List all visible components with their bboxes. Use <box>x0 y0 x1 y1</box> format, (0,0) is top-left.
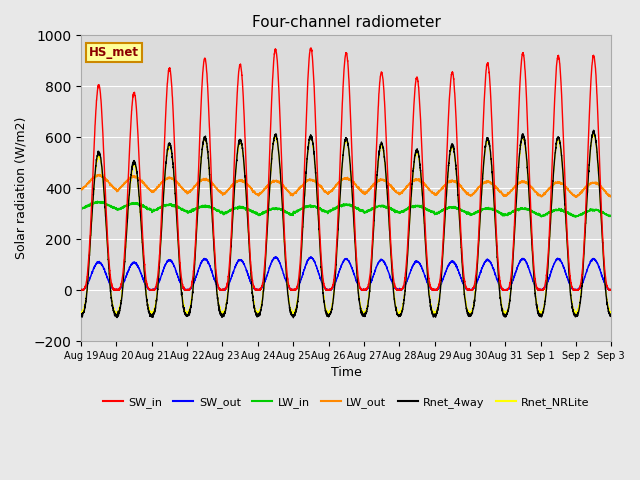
SW_out <box>607 287 615 293</box>
SW_out <box>607 287 614 293</box>
LW_out <box>77 187 85 192</box>
Rnet_NRLite <box>77 310 85 315</box>
Rnet_4way <box>607 313 615 319</box>
SW_in <box>495 271 503 276</box>
SW_in <box>436 279 444 285</box>
SW_in <box>77 287 85 293</box>
Rnet_NRLite <box>590 129 598 135</box>
LW_in <box>465 211 473 217</box>
LW_out <box>607 194 615 200</box>
Rnet_4way <box>607 312 614 318</box>
SW_out <box>272 254 280 260</box>
Line: LW_in: LW_in <box>81 202 611 217</box>
LW_out <box>326 188 334 194</box>
Rnet_4way <box>589 127 597 133</box>
Rnet_4way <box>465 312 473 317</box>
SW_out <box>465 287 473 293</box>
Text: HS_met: HS_met <box>89 46 139 59</box>
LW_in <box>326 209 334 215</box>
SW_in <box>77 287 85 293</box>
LW_out <box>465 192 473 198</box>
SW_in <box>607 287 615 293</box>
SW_in <box>465 287 473 292</box>
SW_in <box>326 287 334 292</box>
LW_out <box>436 189 444 194</box>
LW_in <box>173 204 180 209</box>
Legend: SW_in, SW_out, LW_in, LW_out, Rnet_4way, Rnet_NRLite: SW_in, SW_out, LW_in, LW_out, Rnet_4way,… <box>98 393 594 412</box>
Rnet_4way <box>289 315 297 321</box>
Rnet_4way <box>326 312 334 317</box>
LW_in <box>436 209 444 215</box>
Line: SW_in: SW_in <box>81 48 611 290</box>
SW_out <box>495 281 503 287</box>
Title: Four-channel radiometer: Four-channel radiometer <box>252 15 440 30</box>
LW_in <box>572 214 580 220</box>
SW_in <box>607 287 614 293</box>
Rnet_4way <box>436 297 444 303</box>
Y-axis label: Solar radiation (W/m2): Solar radiation (W/m2) <box>15 117 28 259</box>
Rnet_4way <box>77 313 85 319</box>
Rnet_NRLite <box>173 208 180 214</box>
LW_in <box>607 214 615 219</box>
Rnet_NRLite <box>495 277 503 283</box>
Line: Rnet_4way: Rnet_4way <box>81 130 611 318</box>
Rnet_NRLite <box>465 310 473 316</box>
SW_out <box>326 287 334 293</box>
SW_out <box>173 269 180 275</box>
LW_in <box>607 213 614 219</box>
Line: Rnet_NRLite: Rnet_NRLite <box>81 132 611 315</box>
LW_out <box>95 171 103 177</box>
SW_out <box>77 287 85 293</box>
Rnet_NRLite <box>326 308 334 314</box>
SW_in <box>173 193 180 199</box>
LW_out <box>495 187 503 192</box>
SW_out <box>436 284 444 289</box>
LW_out <box>173 179 180 184</box>
Rnet_NRLite <box>436 293 444 299</box>
Rnet_4way <box>173 208 180 214</box>
Rnet_NRLite <box>325 312 333 318</box>
Line: SW_out: SW_out <box>81 257 611 290</box>
Rnet_4way <box>495 278 503 284</box>
Rnet_NRLite <box>607 310 615 316</box>
SW_out <box>77 287 85 293</box>
LW_in <box>495 210 503 216</box>
LW_out <box>607 194 615 200</box>
Rnet_NRLite <box>607 310 614 315</box>
LW_in <box>93 199 101 204</box>
SW_in <box>307 45 315 51</box>
LW_in <box>77 205 85 211</box>
Line: LW_out: LW_out <box>81 174 611 197</box>
X-axis label: Time: Time <box>331 366 362 379</box>
LW_out <box>607 193 614 199</box>
